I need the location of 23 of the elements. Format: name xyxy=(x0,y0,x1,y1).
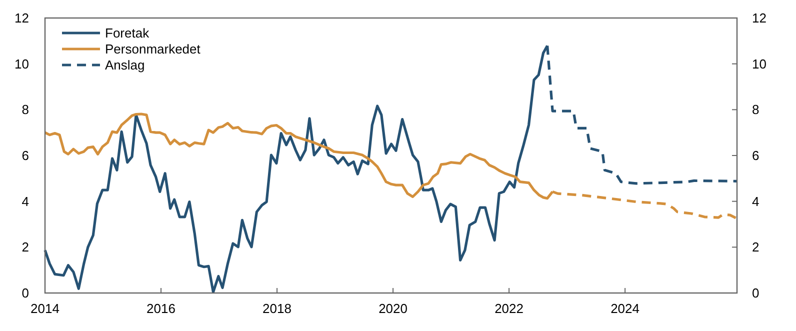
y2-tick-label: 10 xyxy=(752,56,766,72)
y2-tick-label: 2 xyxy=(752,240,760,255)
y-tick-label: 12 xyxy=(14,10,29,26)
legend-label: Personmarkedet xyxy=(105,42,201,57)
y-tick-label: 4 xyxy=(22,194,29,209)
y-tick-label: 6 xyxy=(22,148,29,164)
y2-tick-label: 8 xyxy=(752,102,760,118)
y2-tick-label: 4 xyxy=(752,194,760,209)
y2-tick-label: 12 xyxy=(752,10,766,26)
legend-label: Foretak xyxy=(105,26,150,41)
x-tick-label: 2014 xyxy=(30,301,60,316)
x-tick-label: 2024 xyxy=(610,301,640,316)
x-tick-label: 2022 xyxy=(494,301,524,316)
x-tick-label: 2016 xyxy=(146,301,176,316)
y2-tick-label: 0 xyxy=(752,286,760,301)
y-tick-label: 0 xyxy=(22,286,29,301)
x-tick-label: 2018 xyxy=(262,301,292,316)
y2-tick-label: 6 xyxy=(752,148,760,164)
y-tick-label: 2 xyxy=(22,240,29,255)
x-tick-label: 2020 xyxy=(378,301,408,316)
y-tick-label: 8 xyxy=(22,102,29,118)
legend-label: Anslag xyxy=(105,58,145,73)
y-tick-label: 10 xyxy=(14,56,29,72)
